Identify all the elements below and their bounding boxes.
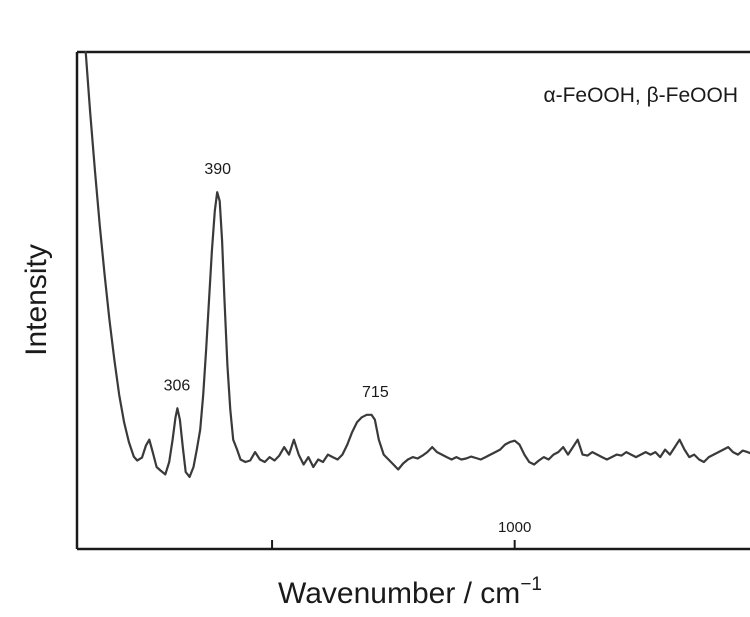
peak-label-715: 715	[362, 384, 389, 401]
x-axis-ticks	[271, 540, 516, 549]
legend-label: α-FeOOH, β-FeOOH	[543, 84, 738, 107]
peak-label-390: 390	[204, 161, 231, 178]
x-axis-title-main: Wavenumber / cm	[278, 577, 520, 610]
peak-label-306: 306	[164, 377, 191, 394]
x-axis-tick-labels: 1000	[498, 519, 531, 536]
x-tick-label-1000: 1000	[498, 519, 531, 536]
peak-labels: 306 390 715	[164, 161, 389, 401]
y-axis-title: Intensity	[20, 244, 53, 356]
x-axis-title: Wavenumber / cm−1	[278, 574, 542, 610]
x-axis-title-superscript: −1	[520, 574, 542, 595]
series-line	[84, 50, 750, 478]
